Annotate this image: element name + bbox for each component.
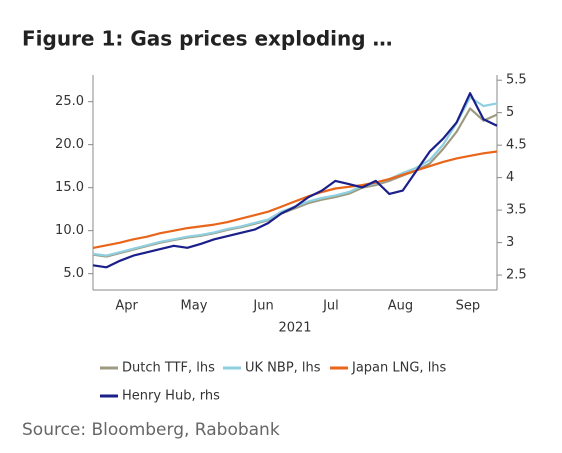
series-line: [92, 150, 498, 249]
x-tick-label: May: [181, 299, 208, 314]
x-tick-label: Apr: [115, 299, 138, 314]
legend-label: Dutch TTF, lhs: [122, 361, 215, 376]
series-line: [92, 96, 498, 257]
source: Source: Bloomberg, Rabobank: [22, 420, 280, 440]
y2-tick-label: 3: [506, 235, 514, 250]
x-tick-label: Jul: [322, 299, 339, 314]
legend-label: Henry Hub, rhs: [122, 389, 220, 404]
x-tick-label: Jun: [252, 299, 273, 314]
x-axis-label: 2021: [278, 321, 311, 336]
y2-tick-label: 5.5: [506, 73, 527, 88]
legend-label: UK NBP, lhs: [245, 361, 321, 376]
y2-tick-label: 3.5: [506, 203, 527, 218]
y-tick-label: 20.0: [55, 137, 84, 152]
y-tick-label: 15.0: [55, 180, 84, 195]
series-line: [92, 92, 498, 269]
y2-tick-label: 4.5: [506, 138, 527, 153]
x-tick-label: Sep: [456, 299, 481, 314]
y2-tick-label: 5: [506, 105, 514, 120]
y-tick-label: 5.0: [63, 266, 84, 281]
y-tick-label: 10.0: [55, 223, 84, 238]
y-tick-label: 25.0: [55, 94, 84, 109]
y2-tick-label: 4: [506, 170, 514, 185]
legend-label: Japan LNG, lhs: [351, 361, 447, 376]
chart-title: Figure 1: Gas prices exploding …: [22, 27, 393, 51]
x-tick-label: Aug: [388, 299, 413, 314]
y2-tick-label: 2.5: [506, 268, 527, 283]
